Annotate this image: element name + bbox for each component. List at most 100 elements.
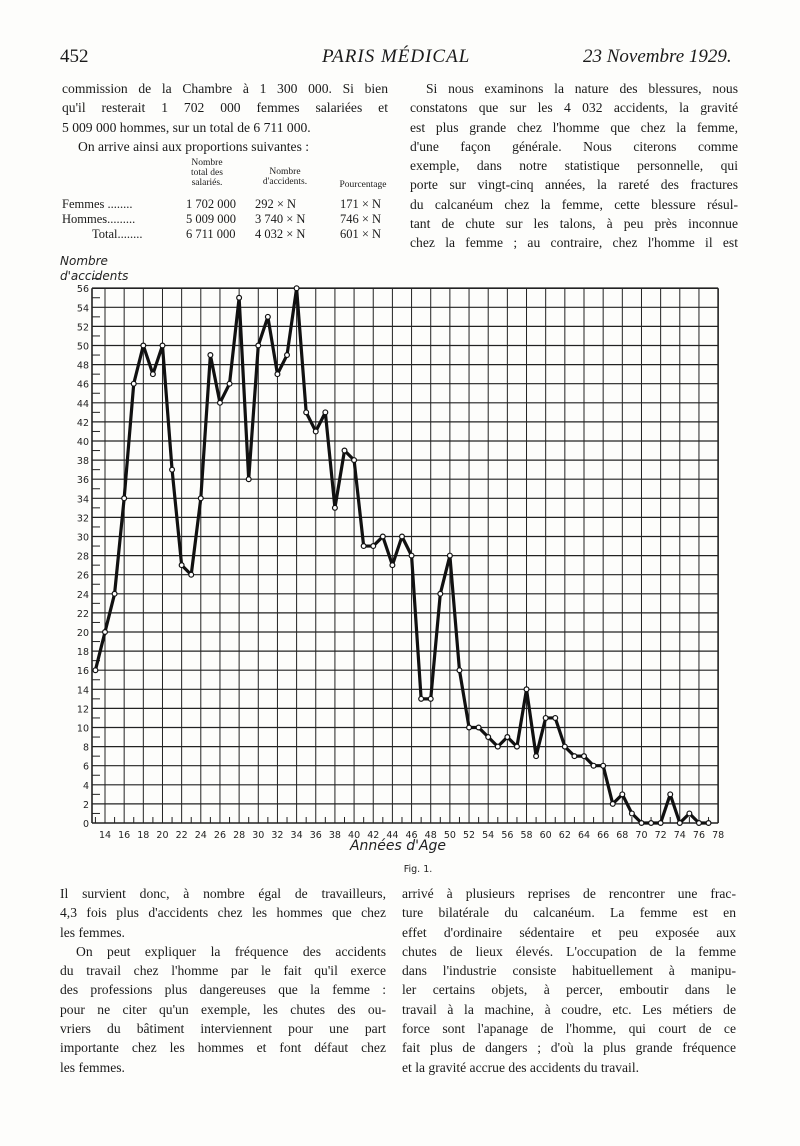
text-line: d'une façon générale. Nous citerons comm… bbox=[410, 138, 738, 154]
x-tick-label: 42 bbox=[367, 830, 379, 841]
text-line: force sont l'apanage de l'homme, qui cou… bbox=[402, 1021, 736, 1037]
data-point bbox=[264, 313, 271, 320]
page-number: 452 bbox=[60, 46, 89, 67]
x-tick-label: 36 bbox=[310, 830, 322, 841]
data-point bbox=[159, 342, 166, 349]
right-column-top: Si nous examinons la nature des blessure… bbox=[410, 79, 738, 253]
x-tick-label: 68 bbox=[616, 830, 628, 841]
table-cell-accidents: 292 × N bbox=[255, 197, 297, 211]
x-tick-label: 46 bbox=[406, 830, 418, 841]
data-point bbox=[121, 495, 128, 502]
data-point bbox=[676, 819, 683, 826]
x-tick-label: 30 bbox=[252, 830, 264, 841]
data-point bbox=[533, 753, 540, 760]
data-point bbox=[389, 562, 396, 569]
data-point bbox=[178, 562, 185, 569]
data-point bbox=[437, 590, 444, 597]
text-line: Il survient donc, à nombre égal de trava… bbox=[60, 886, 386, 901]
data-point bbox=[695, 819, 702, 826]
text-line: les femmes. bbox=[60, 924, 125, 940]
x-tick-label: 28 bbox=[233, 830, 245, 841]
data-point bbox=[379, 533, 386, 540]
x-tick-label: 54 bbox=[482, 830, 494, 841]
data-point bbox=[111, 590, 118, 597]
x-tick-label: 58 bbox=[520, 830, 532, 841]
x-tick-label: 48 bbox=[425, 830, 437, 841]
y-tick-label: 40 bbox=[77, 437, 89, 448]
text-line: est plus grande chez l'homme que chez la… bbox=[410, 119, 738, 135]
data-point bbox=[226, 380, 233, 387]
y-tick-label: 26 bbox=[77, 571, 89, 582]
data-point bbox=[456, 667, 463, 674]
text-line: exemple, dans notre statistique personne… bbox=[410, 158, 738, 174]
data-point bbox=[418, 695, 425, 702]
data-point bbox=[140, 342, 147, 349]
x-tick-label: 16 bbox=[118, 830, 130, 841]
data-point bbox=[590, 762, 597, 769]
y-tick-label: 54 bbox=[77, 303, 89, 314]
data-point bbox=[322, 409, 329, 416]
data-point bbox=[284, 352, 291, 359]
x-axis-label: Années d'Age bbox=[349, 838, 446, 854]
text-line: On arrive ainsi aux proportions suivante… bbox=[78, 138, 310, 154]
data-point bbox=[351, 457, 358, 464]
table-cell-salaries: 5 009 000 bbox=[186, 212, 236, 226]
data-point bbox=[552, 714, 559, 721]
data-point bbox=[628, 810, 635, 817]
text-line: vriers du bâtiment interviennent pour un… bbox=[60, 1021, 386, 1037]
x-tick-label: 14 bbox=[99, 830, 111, 841]
data-point bbox=[188, 571, 195, 578]
col-header-salaries: Nombre total des salariés. bbox=[191, 158, 223, 188]
x-tick-label: 66 bbox=[597, 830, 609, 841]
text-line: des professions plus dangereuses que la … bbox=[60, 982, 386, 998]
y-tick-label: 18 bbox=[77, 647, 89, 658]
x-tick-label: 20 bbox=[156, 830, 168, 841]
text-line: du travail chez l'homme par le fait qu'i… bbox=[60, 963, 386, 979]
x-tick-label: 24 bbox=[195, 830, 207, 841]
y-tick-label: 24 bbox=[77, 590, 89, 601]
data-point bbox=[130, 380, 137, 387]
text-line: qu'il resterait 1 702 000 femmes salarié… bbox=[62, 100, 388, 116]
y-tick-label: 48 bbox=[77, 361, 89, 372]
data-point bbox=[705, 819, 712, 826]
right-column-bottom: arrivé à plusieurs reprises de rencontre… bbox=[402, 884, 736, 1077]
data-point bbox=[485, 734, 492, 741]
text-line: ture bilatérale du calcanéum. La femme e… bbox=[402, 905, 736, 921]
data-point bbox=[207, 352, 214, 359]
y-tick-label: 6 bbox=[83, 762, 89, 773]
data-point bbox=[370, 543, 377, 550]
y-tick-label: 32 bbox=[77, 513, 89, 524]
table-cell-label: Femmes ........ bbox=[62, 197, 133, 211]
data-point bbox=[303, 409, 310, 416]
y-tick-label: 10 bbox=[77, 724, 89, 735]
data-point bbox=[638, 819, 645, 826]
data-point bbox=[293, 285, 300, 292]
y-tick-label: 14 bbox=[77, 685, 89, 696]
x-tick-label: 44 bbox=[386, 830, 398, 841]
table-cell-label: Hommes......... bbox=[62, 212, 136, 226]
x-tick-label: 40 bbox=[348, 830, 360, 841]
data-point bbox=[561, 743, 568, 750]
y-tick-label: 36 bbox=[77, 475, 89, 486]
text-line: 5 009 000 hommes, sur un total de 6 711 … bbox=[62, 119, 311, 135]
x-tick-label: 64 bbox=[578, 830, 590, 841]
text-line: dans l'industrie consiste habituellement… bbox=[402, 963, 736, 979]
data-point bbox=[600, 762, 607, 769]
x-tick-label: 72 bbox=[655, 830, 667, 841]
y-tick-label: 46 bbox=[77, 380, 89, 391]
y-tick-label: 20 bbox=[77, 628, 89, 639]
y-axis-label: d'accidents bbox=[60, 269, 128, 283]
data-point bbox=[169, 466, 176, 473]
data-point bbox=[609, 800, 616, 807]
left-column-top: commission de la Chambre à 1 300 000. Si… bbox=[62, 79, 388, 156]
data-point bbox=[686, 810, 693, 817]
y-axis-label: Nombre bbox=[60, 254, 108, 268]
data-point bbox=[571, 753, 578, 760]
text-line: arrivé à plusieurs reprises de rencontre… bbox=[402, 886, 736, 901]
data-point bbox=[619, 791, 626, 798]
data-point bbox=[657, 819, 664, 826]
data-point bbox=[398, 533, 405, 540]
text-line: constatons que sur les 4 032 accidents, … bbox=[410, 100, 738, 116]
x-tick-label: 52 bbox=[463, 830, 475, 841]
text-line: effet d'ordinaire sédentaire et peu expo… bbox=[402, 924, 736, 940]
